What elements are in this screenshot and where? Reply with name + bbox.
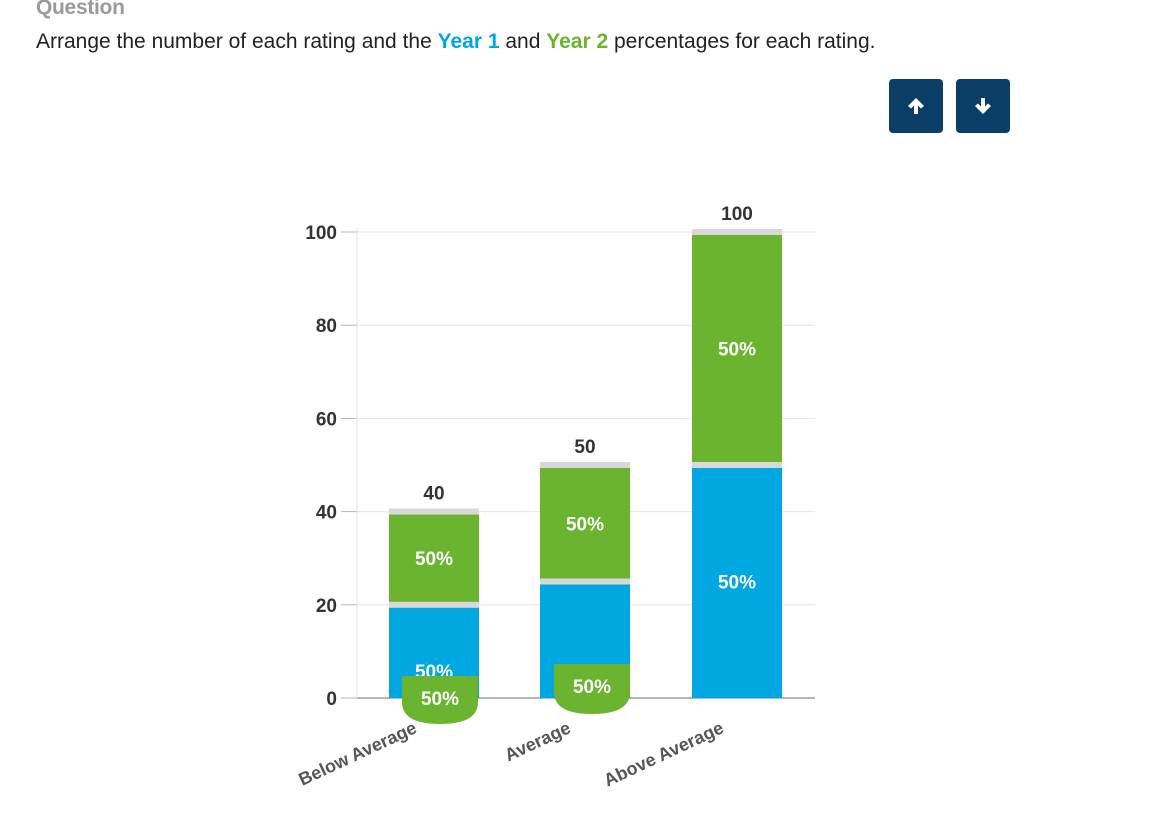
y-tick-label: 0 — [326, 689, 337, 710]
draggable-percent-token[interactable] — [554, 664, 630, 714]
year2-percent-label: 50% — [718, 340, 756, 361]
bar-top-handle[interactable] — [540, 462, 630, 468]
category-label: Above Average — [601, 717, 727, 790]
y-tick-label: 40 — [316, 503, 337, 524]
category-label: Average — [501, 717, 573, 765]
y-tick-label: 20 — [316, 596, 337, 617]
bar-divider-handle[interactable] — [389, 601, 479, 608]
y-tick-label: 100 — [305, 223, 337, 244]
category-label: Below Average — [295, 717, 419, 789]
bar-total-label: 100 — [721, 204, 753, 225]
draggable-percent-text[interactable]: 50% — [421, 689, 459, 710]
bar-total-label: 40 — [423, 484, 444, 505]
arrow-up-icon — [908, 98, 924, 114]
bar-top-handle[interactable] — [389, 508, 479, 515]
year2-percent-label: 50% — [566, 514, 604, 535]
move-down-button[interactable] — [956, 79, 1010, 133]
y-tick-label: 60 — [316, 409, 337, 430]
bar-top-handle[interactable] — [692, 229, 782, 235]
move-up-button[interactable] — [889, 79, 943, 133]
question-heading: Question — [36, 0, 125, 19]
year1-percent-label: 50% — [718, 573, 756, 594]
draggable-percent-token[interactable] — [402, 676, 478, 724]
bar-year1 — [692, 465, 782, 698]
bar-divider-handle[interactable] — [692, 462, 782, 468]
draggable-percent-text[interactable]: 50% — [573, 677, 611, 698]
year2-label: Year 2 — [546, 30, 609, 53]
question-text-suffix: percentages for each rating. — [608, 30, 876, 53]
bar-year2 — [692, 232, 782, 465]
arrow-down-icon — [975, 98, 991, 114]
bar-year2 — [540, 465, 630, 582]
question-text-prefix: Arrange the number of each rating and th… — [36, 30, 438, 53]
bar-total-label: 50 — [574, 437, 595, 458]
question-text-middle: and — [499, 30, 547, 53]
year2-percent-label: 50% — [415, 549, 453, 570]
bar-divider-handle[interactable] — [540, 578, 630, 585]
question-text: Arrange the number of each rating and th… — [36, 30, 875, 54]
year1-label: Year 1 — [437, 30, 500, 53]
bar-year2 — [389, 511, 479, 605]
y-tick-label: 80 — [316, 316, 337, 337]
